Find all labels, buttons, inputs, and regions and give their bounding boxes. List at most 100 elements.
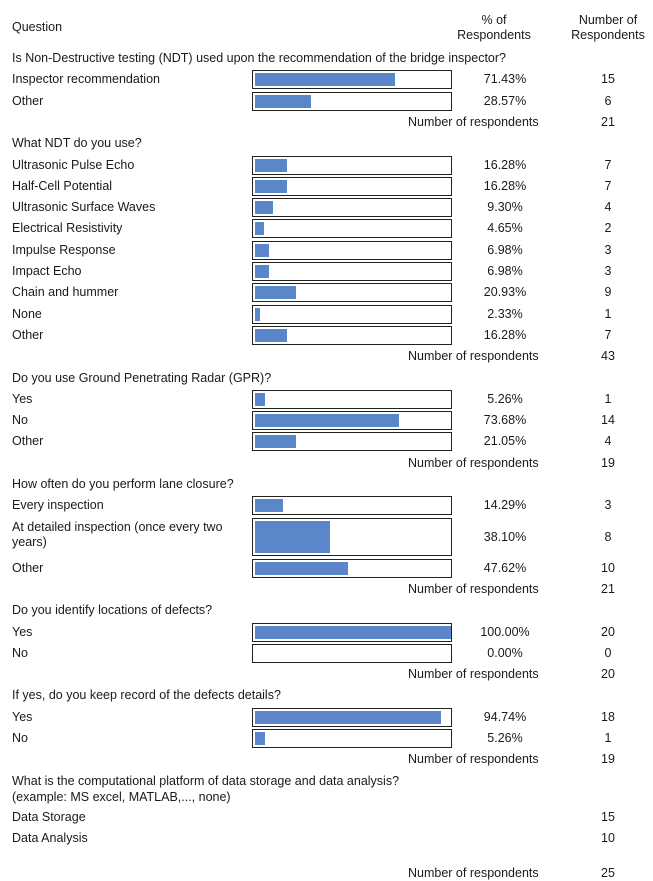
bar-frame [252, 558, 452, 578]
count-value: 7 [604, 327, 612, 342]
bar [255, 286, 297, 300]
option-label: No [12, 645, 28, 660]
count-value: 4 [604, 434, 612, 449]
option-label: Electrical Resistivity [12, 221, 123, 236]
bar [255, 561, 349, 575]
bar [255, 732, 266, 745]
count-value: 3 [604, 498, 612, 513]
option-label: Inspector recommendation [12, 72, 160, 87]
header-percent: % of Respondents [457, 13, 531, 42]
percent-value: 16.28% [483, 178, 527, 193]
bar-frame [252, 411, 452, 431]
count-value: 3 [604, 264, 612, 278]
bar-frame [252, 219, 452, 239]
bar-frame [252, 707, 452, 727]
option-label: Chain and hummer [12, 285, 119, 300]
question-text: Is Non-Destructive testing (NDT) used up… [12, 51, 506, 65]
percent-value: 16.28% [483, 327, 527, 342]
option-label: Yes [12, 709, 33, 724]
bar [255, 222, 265, 236]
bar-frame [252, 517, 452, 556]
option-label: Yes [12, 391, 33, 406]
bar-frame [252, 643, 452, 663]
count-value: 7 [604, 178, 612, 193]
percent-value: 6.98% [487, 264, 523, 278]
bar-frame [252, 496, 452, 516]
question-text: How often do you perform lane closure? [12, 477, 234, 491]
bar [255, 710, 441, 724]
percent-value: 20.93% [483, 285, 527, 300]
option-label: Impact Echo [12, 264, 82, 278]
option-label: Data Analysis [12, 830, 88, 845]
percent-value: 21.05% [483, 434, 527, 449]
count-value: 7 [604, 157, 612, 172]
option-label: Half-Cell Potential [12, 178, 113, 193]
option-label: None [12, 306, 42, 321]
option-label: Yes [12, 624, 33, 639]
bar-frame [252, 283, 452, 303]
count-value: 15 [601, 72, 615, 87]
bar-frame [252, 262, 452, 281]
percent-value: 5.26% [487, 731, 523, 745]
bar [255, 392, 266, 406]
count-value: 8 [604, 529, 612, 544]
bar [255, 73, 395, 87]
count-value: 3 [604, 242, 612, 257]
count-value: 1 [604, 306, 612, 321]
bar [255, 158, 287, 172]
count-value: 2 [604, 221, 612, 236]
percent-value: 71.43% [483, 72, 527, 87]
percent-value: 47.62% [483, 560, 527, 575]
percent-value: 9.30% [487, 200, 523, 215]
count-value: 1 [604, 391, 612, 406]
count-value: 15 [601, 809, 615, 824]
bar-frame [252, 155, 452, 175]
option-label: At detailed inspection (once every two y… [12, 519, 223, 549]
respondents-total: 19 [601, 455, 615, 470]
option-label: Impulse Response [12, 242, 116, 257]
option-label: Other [12, 560, 44, 575]
count-value: 10 [601, 560, 615, 575]
bar [255, 243, 269, 257]
option-label: Other [12, 93, 44, 108]
respondents-total: 21 [601, 114, 615, 129]
question-text: If yes, do you keep record of the defect… [12, 688, 281, 703]
option-label: Every inspection [12, 498, 104, 513]
count-value: 0 [604, 645, 612, 660]
bar-frame [252, 622, 452, 642]
header-question: Question [12, 20, 63, 34]
question-text: What is the computational platform of da… [12, 773, 400, 788]
option-label: Data Storage [12, 809, 86, 824]
count-value: 9 [604, 285, 612, 300]
count-value: 4 [604, 200, 612, 215]
percent-value: 2.33% [487, 306, 523, 321]
respondents-total: 20 [601, 667, 615, 682]
percent-value: 14.29% [483, 498, 527, 513]
header-number: Number of Respondents [571, 13, 645, 42]
percent-value: 6.98% [487, 242, 523, 257]
question-text: Do you use Ground Penetrating Radar (GPR… [12, 370, 272, 385]
percent-value: 38.10% [483, 529, 527, 544]
option-label: No [12, 413, 28, 428]
bar [255, 435, 297, 449]
option-label: No [12, 731, 28, 745]
bar [255, 94, 311, 108]
count-value: 14 [601, 413, 615, 428]
count-value: 6 [604, 93, 612, 108]
bar [255, 520, 330, 553]
bar [255, 307, 260, 321]
question-text: What NDT do you use? [12, 136, 142, 151]
respondents-total: 43 [601, 349, 615, 364]
bar-frame [252, 432, 452, 452]
bar [255, 414, 400, 428]
bar [255, 625, 451, 639]
bar-frame [252, 240, 452, 260]
percent-value: 73.68% [483, 413, 527, 428]
respondents-total: 19 [601, 752, 615, 767]
bar-frame [252, 325, 452, 345]
bar-frame [252, 198, 452, 218]
respondents-label: Number of respondents [408, 349, 539, 364]
percent-value: 5.26% [487, 391, 523, 406]
bar-frame [252, 176, 452, 196]
